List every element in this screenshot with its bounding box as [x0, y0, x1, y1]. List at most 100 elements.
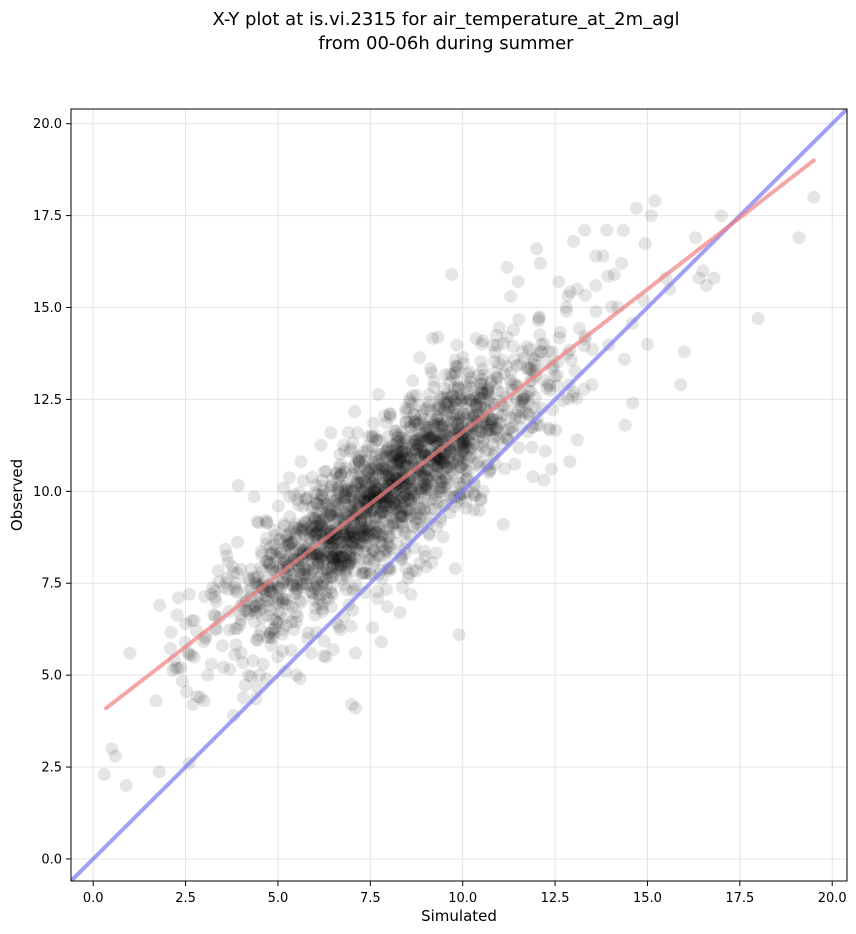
data-point: [442, 401, 455, 415]
data-point: [516, 406, 530, 420]
data-point: [289, 582, 303, 595]
data-point: [332, 511, 346, 525]
data-point: [221, 555, 235, 569]
data-point: [359, 539, 373, 553]
data-point: [363, 511, 377, 525]
data-point: [403, 482, 417, 496]
data-point: [412, 428, 426, 442]
data-point: [373, 535, 387, 549]
data-point: [486, 338, 500, 352]
data-point: [433, 390, 447, 404]
y-tick-label: 2.5: [41, 761, 62, 776]
data-point: [462, 379, 476, 393]
data-point: [383, 410, 397, 424]
data-point: [279, 618, 293, 632]
data-point: [432, 429, 446, 443]
data-point: [385, 459, 399, 473]
data-point: [326, 536, 340, 549]
data-point: [384, 444, 398, 458]
data-point: [515, 345, 529, 358]
data-point: [436, 419, 450, 432]
data-point: [269, 614, 283, 628]
data-point: [371, 584, 385, 598]
data-point: [390, 454, 403, 468]
data-point: [475, 372, 489, 386]
data-point: [308, 486, 322, 500]
data-point: [271, 650, 285, 664]
data-point: [439, 429, 452, 442]
data-point: [524, 361, 538, 375]
data-point: [399, 561, 413, 575]
data-point: [481, 383, 495, 397]
data-point: [324, 509, 338, 523]
data-point: [371, 482, 385, 496]
data-point: [297, 528, 311, 542]
data-point: [334, 549, 348, 563]
data-point: [349, 531, 363, 545]
data-point: [398, 460, 412, 474]
data-point: [317, 562, 331, 576]
data-point: [234, 613, 248, 627]
data-point: [418, 434, 432, 448]
data-point: [274, 546, 288, 560]
data-point: [432, 482, 445, 495]
data-point: [364, 532, 378, 545]
data-point: [343, 543, 357, 557]
data-point: [374, 505, 388, 518]
data-point: [307, 580, 321, 594]
data-point: [276, 553, 290, 567]
data-point: [329, 494, 343, 508]
data-point: [315, 550, 328, 564]
data-point: [436, 391, 450, 405]
data-point: [355, 567, 369, 581]
data-point: [349, 495, 363, 509]
data-point: [366, 469, 379, 482]
data-point: [446, 466, 460, 480]
data-point: [254, 561, 268, 575]
data-point: [386, 450, 400, 464]
data-point: [396, 484, 410, 498]
data-point: [337, 479, 351, 493]
data-point: [384, 449, 398, 463]
data-point: [344, 485, 358, 498]
data-point: [417, 544, 431, 558]
y-axis: 0.02.55.07.510.012.515.017.520.0: [33, 117, 71, 867]
data-point: [360, 444, 374, 458]
data-point: [312, 513, 325, 527]
data-point: [450, 454, 464, 468]
data-point: [448, 401, 462, 415]
data-point: [517, 392, 531, 406]
data-point: [326, 642, 340, 656]
data-point: [443, 400, 457, 414]
data-point: [349, 456, 363, 470]
data-point: [381, 505, 395, 519]
data-point: [355, 482, 369, 496]
data-point: [496, 517, 510, 531]
data-point: [378, 542, 392, 556]
data-point: [311, 583, 325, 597]
data-point: [462, 429, 476, 442]
data-point: [263, 557, 277, 571]
data-point: [325, 550, 338, 564]
data-point: [289, 606, 303, 620]
data-point: [260, 555, 274, 569]
data-point: [346, 536, 359, 550]
data-point: [486, 430, 500, 444]
data-point: [537, 373, 551, 387]
data-point: [293, 522, 306, 536]
data-point: [379, 494, 392, 508]
data-point: [389, 437, 403, 451]
data-point: [228, 622, 242, 636]
data-point: [482, 393, 495, 407]
data-point: [360, 463, 374, 477]
data-point: [677, 345, 691, 359]
data-point: [302, 559, 316, 573]
data-point: [400, 502, 414, 516]
data-point: [367, 485, 381, 499]
data-point: [351, 426, 365, 440]
data-point: [468, 427, 482, 441]
data-point: [412, 482, 426, 496]
data-point: [290, 583, 304, 597]
data-point: [341, 533, 355, 547]
data-point: [305, 586, 319, 600]
